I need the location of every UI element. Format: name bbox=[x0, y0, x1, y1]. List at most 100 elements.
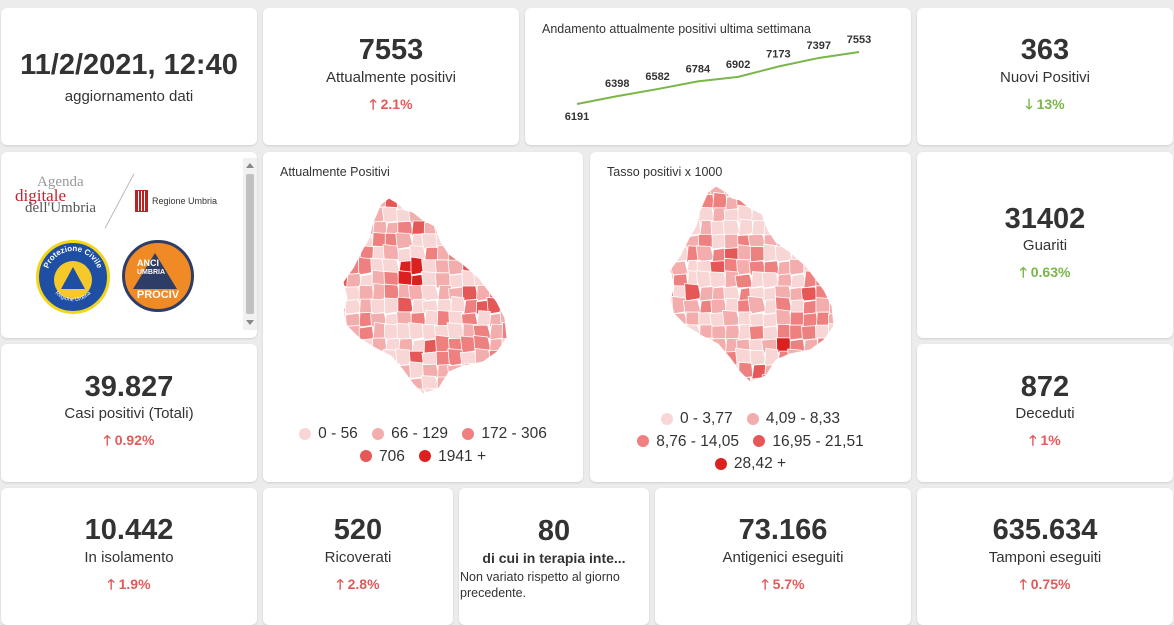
municipality-area[interactable] bbox=[489, 182, 504, 197]
municipality-area[interactable] bbox=[502, 386, 517, 405]
municipality-area[interactable] bbox=[515, 274, 530, 288]
municipality-area[interactable] bbox=[446, 196, 466, 211]
municipality-area[interactable] bbox=[709, 388, 727, 405]
municipality-area[interactable] bbox=[685, 338, 702, 354]
scroll-thumb[interactable] bbox=[246, 174, 254, 314]
municipality-area[interactable] bbox=[513, 219, 530, 236]
municipality-area[interactable] bbox=[829, 244, 844, 263]
municipality-area[interactable] bbox=[724, 377, 741, 392]
municipality-area[interactable] bbox=[826, 350, 844, 367]
municipality-area[interactable] bbox=[842, 377, 857, 392]
municipality-area[interactable] bbox=[817, 388, 831, 405]
municipality-area[interactable] bbox=[764, 347, 780, 367]
municipality-area[interactable] bbox=[334, 273, 349, 289]
municipality-area[interactable] bbox=[841, 273, 857, 288]
municipality-area[interactable] bbox=[515, 336, 530, 353]
municipality-area[interactable] bbox=[462, 220, 479, 237]
municipality-area[interactable] bbox=[801, 218, 819, 237]
municipality-area[interactable] bbox=[501, 234, 517, 250]
municipality-area[interactable] bbox=[486, 375, 505, 393]
municipality-area[interactable] bbox=[515, 232, 530, 249]
municipality-area[interactable] bbox=[671, 335, 689, 354]
municipality-area[interactable] bbox=[687, 389, 701, 405]
municipality-area[interactable] bbox=[333, 350, 349, 367]
municipality-area[interactable] bbox=[684, 194, 702, 211]
municipality-area[interactable] bbox=[814, 351, 832, 367]
municipality-area[interactable] bbox=[420, 284, 440, 302]
municipality-area[interactable] bbox=[673, 374, 689, 392]
municipality-area[interactable] bbox=[815, 181, 832, 198]
municipality-area[interactable] bbox=[370, 180, 387, 197]
municipality-area[interactable] bbox=[843, 208, 857, 223]
municipality-area[interactable] bbox=[840, 257, 857, 275]
municipality-area[interactable] bbox=[358, 182, 374, 197]
municipality-area[interactable] bbox=[711, 325, 728, 341]
umbria-choropleth-map[interactable] bbox=[263, 152, 583, 482]
municipality-area[interactable] bbox=[434, 388, 453, 405]
municipality-area[interactable] bbox=[487, 247, 505, 263]
municipality-area[interactable] bbox=[842, 221, 857, 236]
municipality-area[interactable] bbox=[333, 363, 349, 380]
municipality-area[interactable] bbox=[486, 196, 505, 211]
municipality-area[interactable] bbox=[672, 363, 689, 380]
municipality-area[interactable] bbox=[501, 322, 517, 341]
municipality-area[interactable] bbox=[385, 362, 401, 380]
municipality-area[interactable] bbox=[685, 376, 702, 392]
municipality-area[interactable] bbox=[357, 349, 375, 367]
municipality-area[interactable] bbox=[450, 390, 466, 405]
logos-scrollbar[interactable] bbox=[243, 158, 257, 330]
municipality-area[interactable] bbox=[749, 349, 767, 367]
municipality-area[interactable] bbox=[816, 193, 832, 211]
municipality-area[interactable] bbox=[816, 363, 832, 380]
municipality-area[interactable] bbox=[697, 362, 715, 380]
municipality-area[interactable] bbox=[712, 363, 728, 380]
municipality-area[interactable] bbox=[516, 261, 530, 275]
municipality-area[interactable] bbox=[790, 195, 806, 211]
municipality-area[interactable] bbox=[814, 208, 832, 224]
municipality-area[interactable] bbox=[660, 310, 676, 328]
municipality-area[interactable] bbox=[661, 349, 676, 367]
municipality-area[interactable] bbox=[410, 181, 426, 197]
municipality-area[interactable] bbox=[345, 234, 362, 250]
municipality-area[interactable] bbox=[382, 373, 401, 393]
municipality-area[interactable] bbox=[829, 336, 844, 354]
municipality-area[interactable] bbox=[684, 283, 702, 302]
municipality-area[interactable] bbox=[764, 195, 780, 211]
municipality-area[interactable] bbox=[722, 219, 741, 237]
municipality-area[interactable] bbox=[358, 284, 375, 302]
municipality-area[interactable] bbox=[449, 183, 465, 197]
municipality-area[interactable] bbox=[699, 286, 715, 302]
municipality-area[interactable] bbox=[358, 325, 375, 341]
municipality-area[interactable] bbox=[711, 377, 728, 392]
municipality-area[interactable] bbox=[763, 390, 779, 405]
municipality-area[interactable] bbox=[673, 208, 689, 224]
municipality-area[interactable] bbox=[802, 192, 819, 211]
municipality-area[interactable] bbox=[498, 205, 517, 224]
municipality-area[interactable] bbox=[659, 179, 676, 198]
municipality-area[interactable] bbox=[473, 364, 492, 380]
municipality-area[interactable] bbox=[699, 387, 714, 405]
municipality-area[interactable] bbox=[842, 299, 857, 314]
municipality-area[interactable] bbox=[488, 363, 505, 380]
municipality-area[interactable] bbox=[447, 377, 466, 393]
municipality-area[interactable] bbox=[516, 208, 530, 223]
municipality-area[interactable] bbox=[409, 195, 427, 211]
municipality-area[interactable] bbox=[829, 388, 844, 405]
municipality-area[interactable] bbox=[789, 258, 806, 276]
municipality-area[interactable] bbox=[516, 390, 530, 405]
municipality-area[interactable] bbox=[513, 375, 530, 392]
municipality-area[interactable] bbox=[487, 234, 505, 250]
municipality-area[interactable] bbox=[762, 179, 780, 198]
municipality-area[interactable] bbox=[660, 206, 676, 224]
municipality-area[interactable] bbox=[516, 193, 530, 210]
municipality-area[interactable] bbox=[461, 389, 479, 405]
municipality-area[interactable] bbox=[841, 339, 857, 353]
municipality-area[interactable] bbox=[381, 390, 401, 405]
municipality-area[interactable] bbox=[346, 207, 362, 224]
municipality-area[interactable] bbox=[475, 376, 492, 393]
municipality-area[interactable] bbox=[345, 375, 362, 393]
municipality-area[interactable] bbox=[345, 192, 362, 211]
municipality-area[interactable] bbox=[789, 183, 806, 198]
municipality-area[interactable] bbox=[501, 374, 517, 393]
municipality-area[interactable] bbox=[751, 220, 767, 237]
